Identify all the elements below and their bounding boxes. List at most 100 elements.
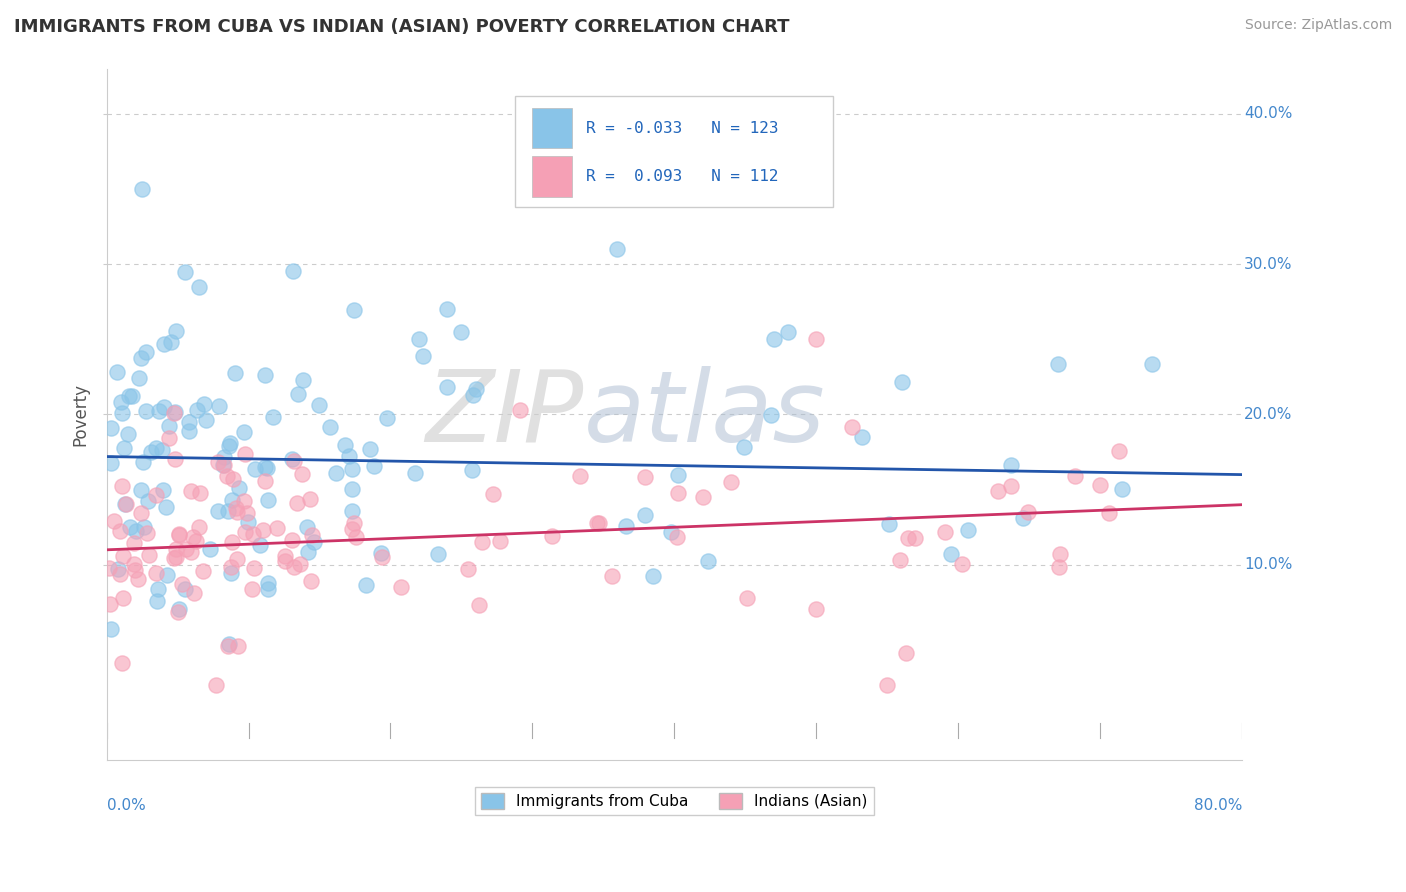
Point — [124, 564, 146, 578]
FancyBboxPatch shape — [516, 96, 834, 207]
Point — [145, 594, 167, 608]
Point — [301, 527, 323, 541]
Point — [586, 516, 609, 530]
Point — [465, 382, 488, 396]
Point — [173, 264, 195, 278]
Point — [290, 557, 312, 571]
Point — [217, 640, 239, 654]
Point — [759, 409, 782, 423]
Point — [112, 441, 135, 455]
Point — [138, 548, 160, 562]
Point — [299, 491, 322, 506]
Point — [889, 553, 911, 567]
Point — [186, 533, 208, 548]
Point — [226, 640, 249, 654]
Point — [957, 523, 980, 537]
Point — [257, 582, 280, 597]
Point — [600, 569, 623, 583]
Point — [463, 388, 485, 402]
Point — [266, 521, 288, 535]
Point — [436, 380, 458, 394]
Point — [257, 575, 280, 590]
Point — [174, 542, 197, 557]
Point — [371, 550, 394, 565]
Point — [1140, 357, 1163, 371]
Point — [897, 531, 920, 545]
Point — [100, 456, 122, 470]
Point — [191, 564, 214, 578]
Point — [1012, 511, 1035, 525]
Point — [297, 544, 319, 558]
Point — [167, 528, 190, 542]
Point — [308, 397, 330, 411]
Point — [254, 460, 277, 475]
Point — [1000, 458, 1022, 473]
Point — [337, 449, 360, 463]
Point — [404, 466, 426, 480]
Point — [131, 182, 153, 196]
FancyBboxPatch shape — [533, 156, 572, 196]
Point — [287, 387, 309, 401]
Text: 80.0%: 80.0% — [1194, 798, 1241, 813]
Point — [169, 602, 191, 616]
Point — [128, 371, 150, 385]
Point — [132, 454, 155, 468]
Point — [851, 430, 873, 444]
Text: 10.0%: 10.0% — [1244, 558, 1292, 573]
Point — [467, 598, 489, 612]
Point — [633, 469, 655, 483]
Point — [342, 522, 364, 536]
Point — [257, 493, 280, 508]
Point — [297, 519, 319, 533]
Text: 0.0%: 0.0% — [107, 798, 145, 813]
Text: 40.0%: 40.0% — [1244, 106, 1292, 121]
Text: ZIP: ZIP — [425, 366, 583, 463]
Point — [359, 442, 381, 456]
Point — [155, 568, 177, 582]
Point — [240, 582, 263, 596]
Point — [1064, 469, 1087, 483]
Point — [111, 656, 134, 670]
Point — [941, 547, 963, 561]
Point — [1111, 482, 1133, 496]
Point — [776, 325, 799, 339]
Point — [100, 421, 122, 435]
Point — [131, 351, 153, 366]
Point — [122, 536, 145, 550]
Point — [292, 373, 315, 387]
Point — [177, 424, 200, 438]
Text: Source: ZipAtlas.com: Source: ZipAtlas.com — [1244, 18, 1392, 32]
Point — [127, 572, 149, 586]
Point — [165, 549, 187, 564]
Text: R = -0.033   N = 123: R = -0.033 N = 123 — [586, 120, 778, 136]
Y-axis label: Poverty: Poverty — [72, 383, 89, 446]
Point — [207, 400, 229, 414]
Point — [215, 469, 238, 483]
Point — [188, 486, 211, 500]
Point — [254, 474, 277, 488]
Point — [252, 523, 274, 537]
Point — [461, 463, 484, 477]
Point — [283, 559, 305, 574]
Point — [150, 443, 173, 458]
Point — [666, 467, 689, 482]
Point — [221, 559, 243, 574]
Point — [145, 566, 167, 581]
Point — [225, 505, 247, 519]
Point — [181, 530, 204, 544]
Point — [340, 504, 363, 518]
Point — [325, 467, 347, 481]
Point — [122, 557, 145, 571]
Point — [614, 519, 637, 533]
Point — [1047, 560, 1070, 574]
Point — [1098, 506, 1121, 520]
Point — [541, 529, 564, 543]
Point — [370, 546, 392, 560]
Point — [363, 458, 385, 473]
Point — [659, 525, 682, 540]
Point — [98, 560, 121, 574]
Point — [153, 337, 176, 351]
Point — [606, 242, 628, 256]
Point — [135, 525, 157, 540]
Point — [319, 420, 342, 434]
